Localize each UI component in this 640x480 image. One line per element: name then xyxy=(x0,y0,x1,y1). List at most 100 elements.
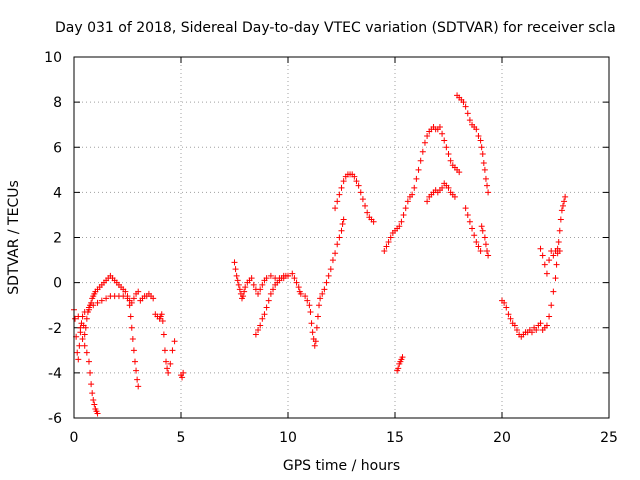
data-point xyxy=(541,261,548,268)
data-point xyxy=(242,284,249,291)
data-point xyxy=(267,272,274,279)
data-point xyxy=(233,272,240,279)
data-point xyxy=(250,281,257,288)
data-point xyxy=(163,358,170,365)
series-3 xyxy=(81,293,142,390)
series-4 xyxy=(137,290,187,381)
data-point xyxy=(90,302,97,309)
data-point xyxy=(267,290,274,297)
data-point xyxy=(314,313,321,320)
data-point xyxy=(400,211,407,218)
data-point xyxy=(552,275,559,282)
data-point xyxy=(537,245,544,252)
data-point xyxy=(85,306,92,313)
data-point xyxy=(255,327,262,334)
data-point xyxy=(265,297,272,304)
plot-frame xyxy=(73,56,610,419)
data-point xyxy=(263,275,270,282)
data-point xyxy=(98,297,105,304)
data-point xyxy=(481,234,488,241)
data-point xyxy=(546,313,553,320)
data-point xyxy=(553,261,560,268)
data-point xyxy=(364,209,371,216)
data-point xyxy=(234,277,241,284)
data-point xyxy=(313,324,320,331)
data-point xyxy=(252,331,259,338)
data-point xyxy=(329,257,336,264)
series-10 xyxy=(394,354,406,374)
data-point xyxy=(439,184,446,191)
data-point xyxy=(462,103,469,110)
data-point xyxy=(128,324,135,331)
data-point xyxy=(120,293,127,300)
data-point xyxy=(503,304,510,311)
data-point xyxy=(411,184,418,191)
data-point xyxy=(559,202,566,209)
data-point xyxy=(546,257,553,264)
data-point xyxy=(75,313,82,320)
data-point xyxy=(83,349,90,356)
data-point xyxy=(478,223,485,230)
data-point xyxy=(302,293,309,300)
data-point xyxy=(135,383,142,390)
series-9 xyxy=(381,123,463,255)
data-point xyxy=(436,123,443,130)
series-2 xyxy=(75,313,101,417)
data-point xyxy=(89,390,96,397)
data-point xyxy=(72,315,79,322)
data-point xyxy=(334,241,341,248)
data-point xyxy=(325,272,332,279)
data-point xyxy=(477,137,484,144)
data-point xyxy=(255,290,262,297)
data-point xyxy=(561,198,568,205)
data-point xyxy=(241,288,248,295)
data-point xyxy=(130,295,137,302)
y-tick-label: -4 xyxy=(48,366,62,382)
y-tick-label: -2 xyxy=(48,321,62,337)
data-point xyxy=(338,184,345,191)
data-point xyxy=(537,320,544,327)
data-point xyxy=(161,347,168,354)
data-point xyxy=(127,313,134,320)
data-point xyxy=(557,216,564,223)
data-point xyxy=(236,286,243,293)
data-point xyxy=(231,259,238,266)
data-point xyxy=(396,223,403,230)
data-point xyxy=(270,286,277,293)
data-point xyxy=(131,358,138,365)
data-point xyxy=(94,299,101,306)
data-point xyxy=(550,288,557,295)
x-tick-label: 25 xyxy=(600,430,618,446)
data-point xyxy=(340,216,347,223)
data-point xyxy=(317,295,324,302)
data-point xyxy=(513,327,520,334)
data-point xyxy=(319,290,326,297)
data-point xyxy=(424,198,431,205)
data-point xyxy=(336,234,343,241)
data-point xyxy=(528,329,535,336)
data-point xyxy=(370,218,377,225)
data-point xyxy=(481,166,488,173)
data-point xyxy=(340,178,347,185)
data-point xyxy=(312,338,319,345)
series-5 xyxy=(231,259,304,302)
data-point xyxy=(419,148,426,155)
data-point xyxy=(359,196,366,203)
series-11 xyxy=(424,180,458,205)
data-point xyxy=(259,315,266,322)
series-13 xyxy=(462,205,492,259)
data-point xyxy=(439,130,446,137)
data-point xyxy=(164,365,171,372)
data-point xyxy=(311,342,318,349)
data-point xyxy=(79,336,86,343)
data-point xyxy=(556,227,563,234)
x-tick-label: 5 xyxy=(177,430,186,446)
data-point xyxy=(167,360,174,367)
data-point xyxy=(171,338,178,345)
data-point xyxy=(550,252,557,259)
y-tick-label: -6 xyxy=(48,411,62,427)
data-point xyxy=(235,281,242,288)
data-point xyxy=(248,275,255,282)
data-point xyxy=(339,220,346,227)
data-point xyxy=(445,151,452,158)
